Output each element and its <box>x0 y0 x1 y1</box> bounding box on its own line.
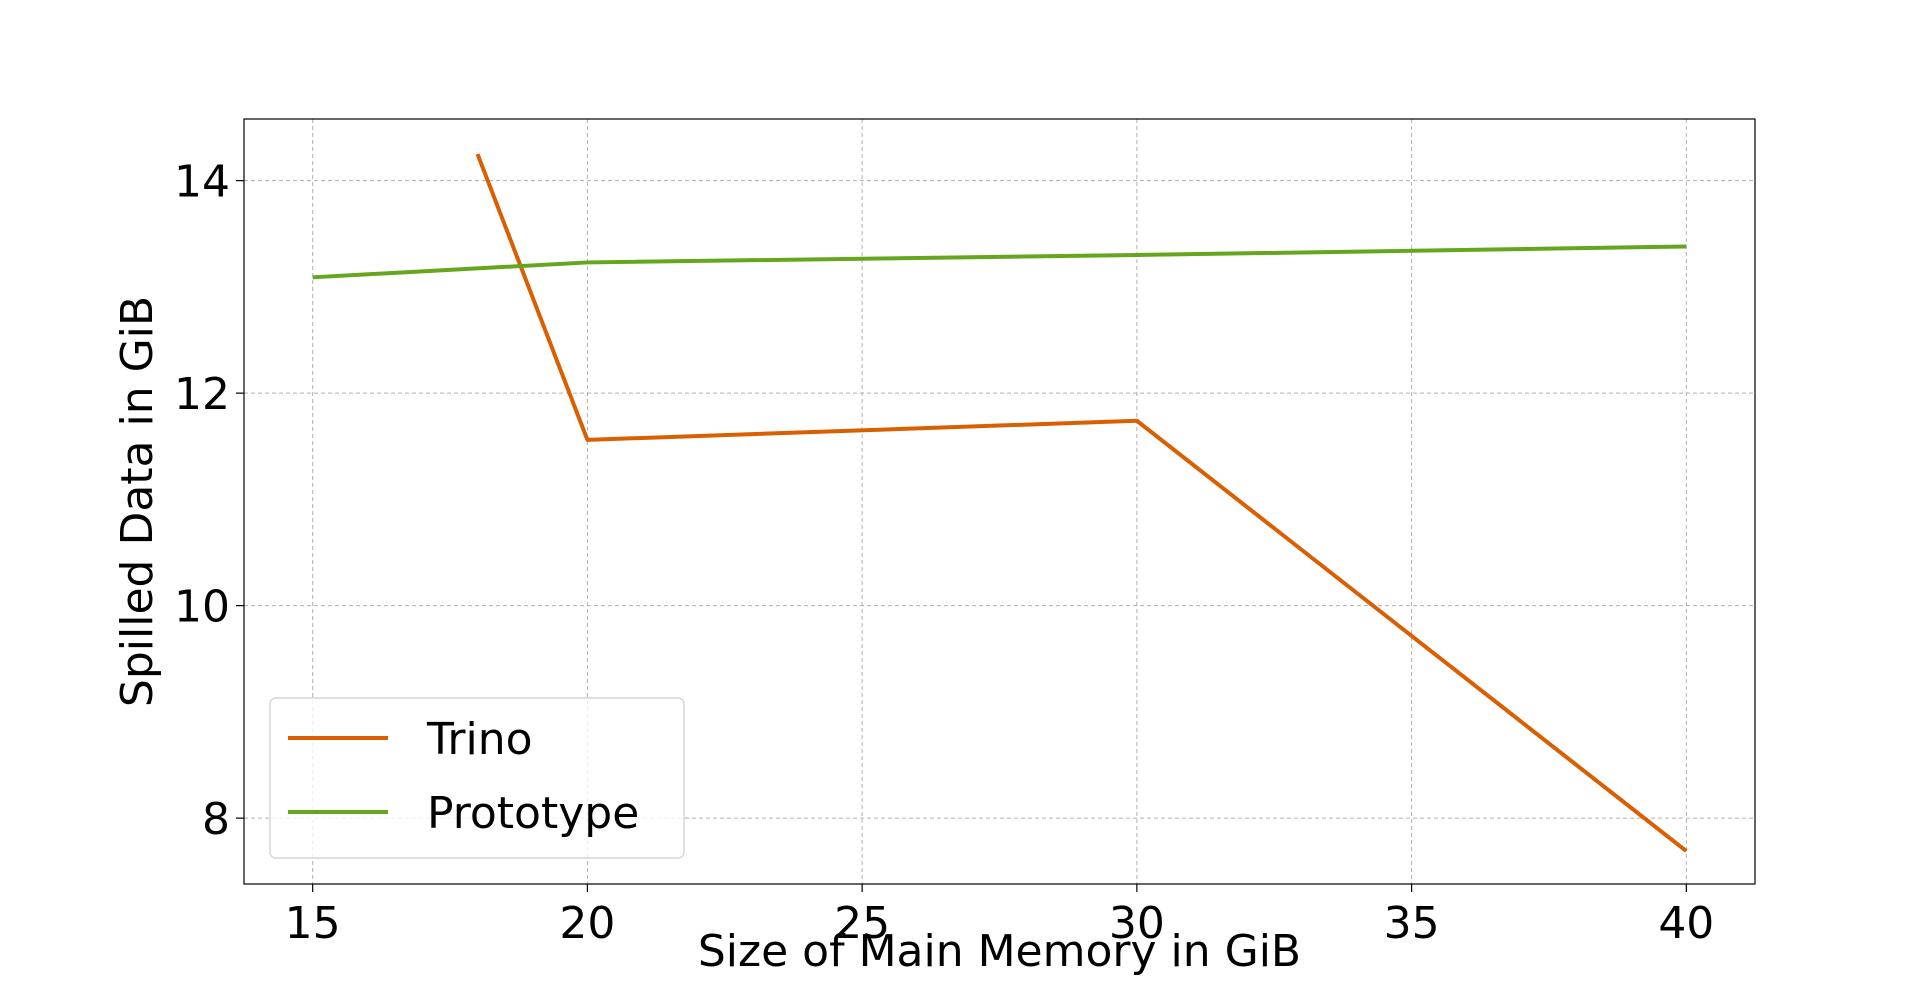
series-layer <box>312 153 1688 853</box>
tick-layer: 15 20 25 30 35 40 8 10 12 14 <box>174 157 1714 949</box>
x-tick-label: 35 <box>1384 898 1440 949</box>
legend-entries: Trino Prototype <box>288 714 639 839</box>
y-tick-label: 8 <box>202 794 230 845</box>
x-tick-label: 25 <box>834 898 890 949</box>
x-tick-label: 20 <box>559 898 615 949</box>
series-line-trino <box>475 153 1688 853</box>
series-line-prototype <box>312 244 1687 280</box>
legend-label-prototype: Prototype <box>427 788 639 839</box>
legend-label-trino: Trino <box>426 714 533 765</box>
x-tick-label: 15 <box>285 898 341 949</box>
y-tick-label: 10 <box>174 582 230 633</box>
legend: Trino Prototype <box>269 697 685 859</box>
plot-frame <box>243 118 1756 885</box>
y-tick-label: 12 <box>174 369 230 420</box>
y-axis-label: Spilled Data in GiB <box>112 296 163 707</box>
x-tick-label: 40 <box>1658 898 1714 949</box>
x-axis-label: Size of Main Memory in GiB <box>698 926 1301 977</box>
x-tick-label: 30 <box>1109 898 1165 949</box>
y-tick-label: 14 <box>174 157 230 208</box>
